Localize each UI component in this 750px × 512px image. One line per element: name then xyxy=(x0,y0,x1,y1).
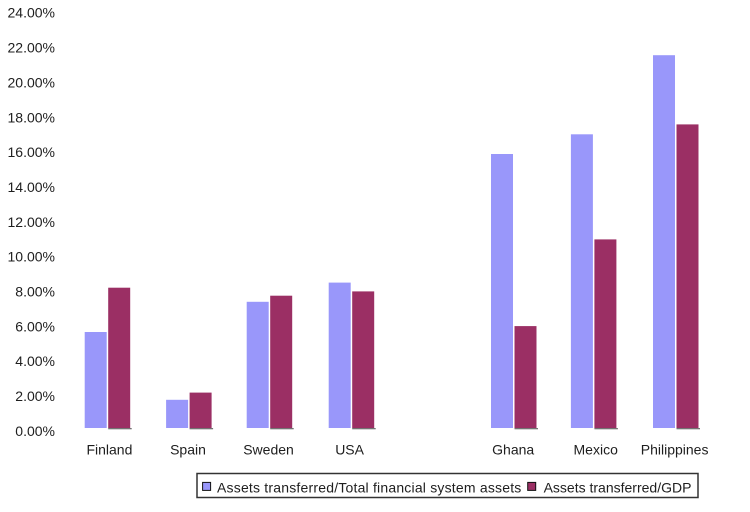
svg-text:6.00%: 6.00% xyxy=(15,318,55,334)
svg-text:8.00%: 8.00% xyxy=(15,284,55,300)
svg-text:10.00%: 10.00% xyxy=(8,249,55,265)
svg-text:Mexico: Mexico xyxy=(574,441,619,457)
svg-text:20.00%: 20.00% xyxy=(8,74,55,90)
svg-text:14.00%: 14.00% xyxy=(8,179,55,195)
svg-text:Sweden: Sweden xyxy=(243,441,294,457)
svg-text:16.00%: 16.00% xyxy=(8,144,55,160)
svg-text:USA: USA xyxy=(335,441,364,457)
svg-text:Assets transferred/GDP: Assets transferred/GDP xyxy=(544,480,692,496)
svg-text:12.00%: 12.00% xyxy=(8,214,55,230)
svg-text:Philippines: Philippines xyxy=(641,441,709,457)
svg-text:0.00%: 0.00% xyxy=(15,423,55,439)
svg-text:18.00%: 18.00% xyxy=(8,109,55,125)
svg-text:2.00%: 2.00% xyxy=(15,388,55,404)
svg-text:24.00%: 24.00% xyxy=(8,5,55,21)
svg-text:Finland: Finland xyxy=(86,441,132,457)
svg-text:22.00%: 22.00% xyxy=(8,40,55,56)
svg-text:Spain: Spain xyxy=(170,441,206,457)
svg-text:4.00%: 4.00% xyxy=(15,353,55,369)
svg-text:Ghana: Ghana xyxy=(492,441,534,457)
svg-text:Assets transferred/Total finan: Assets transferred/Total financial syste… xyxy=(217,480,522,496)
